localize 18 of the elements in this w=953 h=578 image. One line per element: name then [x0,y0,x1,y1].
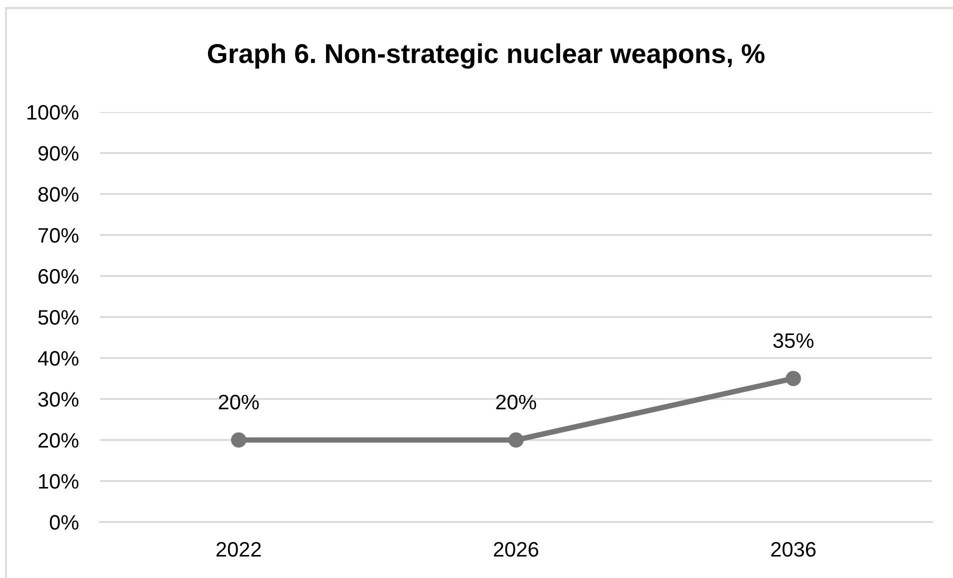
x-tick-label: 2022 [216,542,261,557]
x-tick-label: 2036 [771,542,816,557]
x-tick-label: 2026 [494,542,538,557]
y-tick-label: 70% [38,228,78,243]
chart-title: Graph 6. Non-strategic nuclear weapons, % [208,43,764,69]
data-label: 20% [218,394,259,410]
y-tick-label: 100% [27,105,78,120]
y-tick-label: 90% [38,146,78,161]
y-tick-label: 0% [50,515,78,530]
data-label: 20% [496,394,536,410]
y-tick-label: 40% [38,351,78,366]
y-tick-label: 20% [38,433,78,448]
y-tick-label: 80% [38,187,78,202]
y-tick-label: 10% [39,474,78,489]
y-tick-label: 30% [38,392,78,407]
data-label: 35% [773,333,814,348]
y-tick-label: 50% [38,310,78,325]
y-tick-label: 60% [38,269,78,284]
